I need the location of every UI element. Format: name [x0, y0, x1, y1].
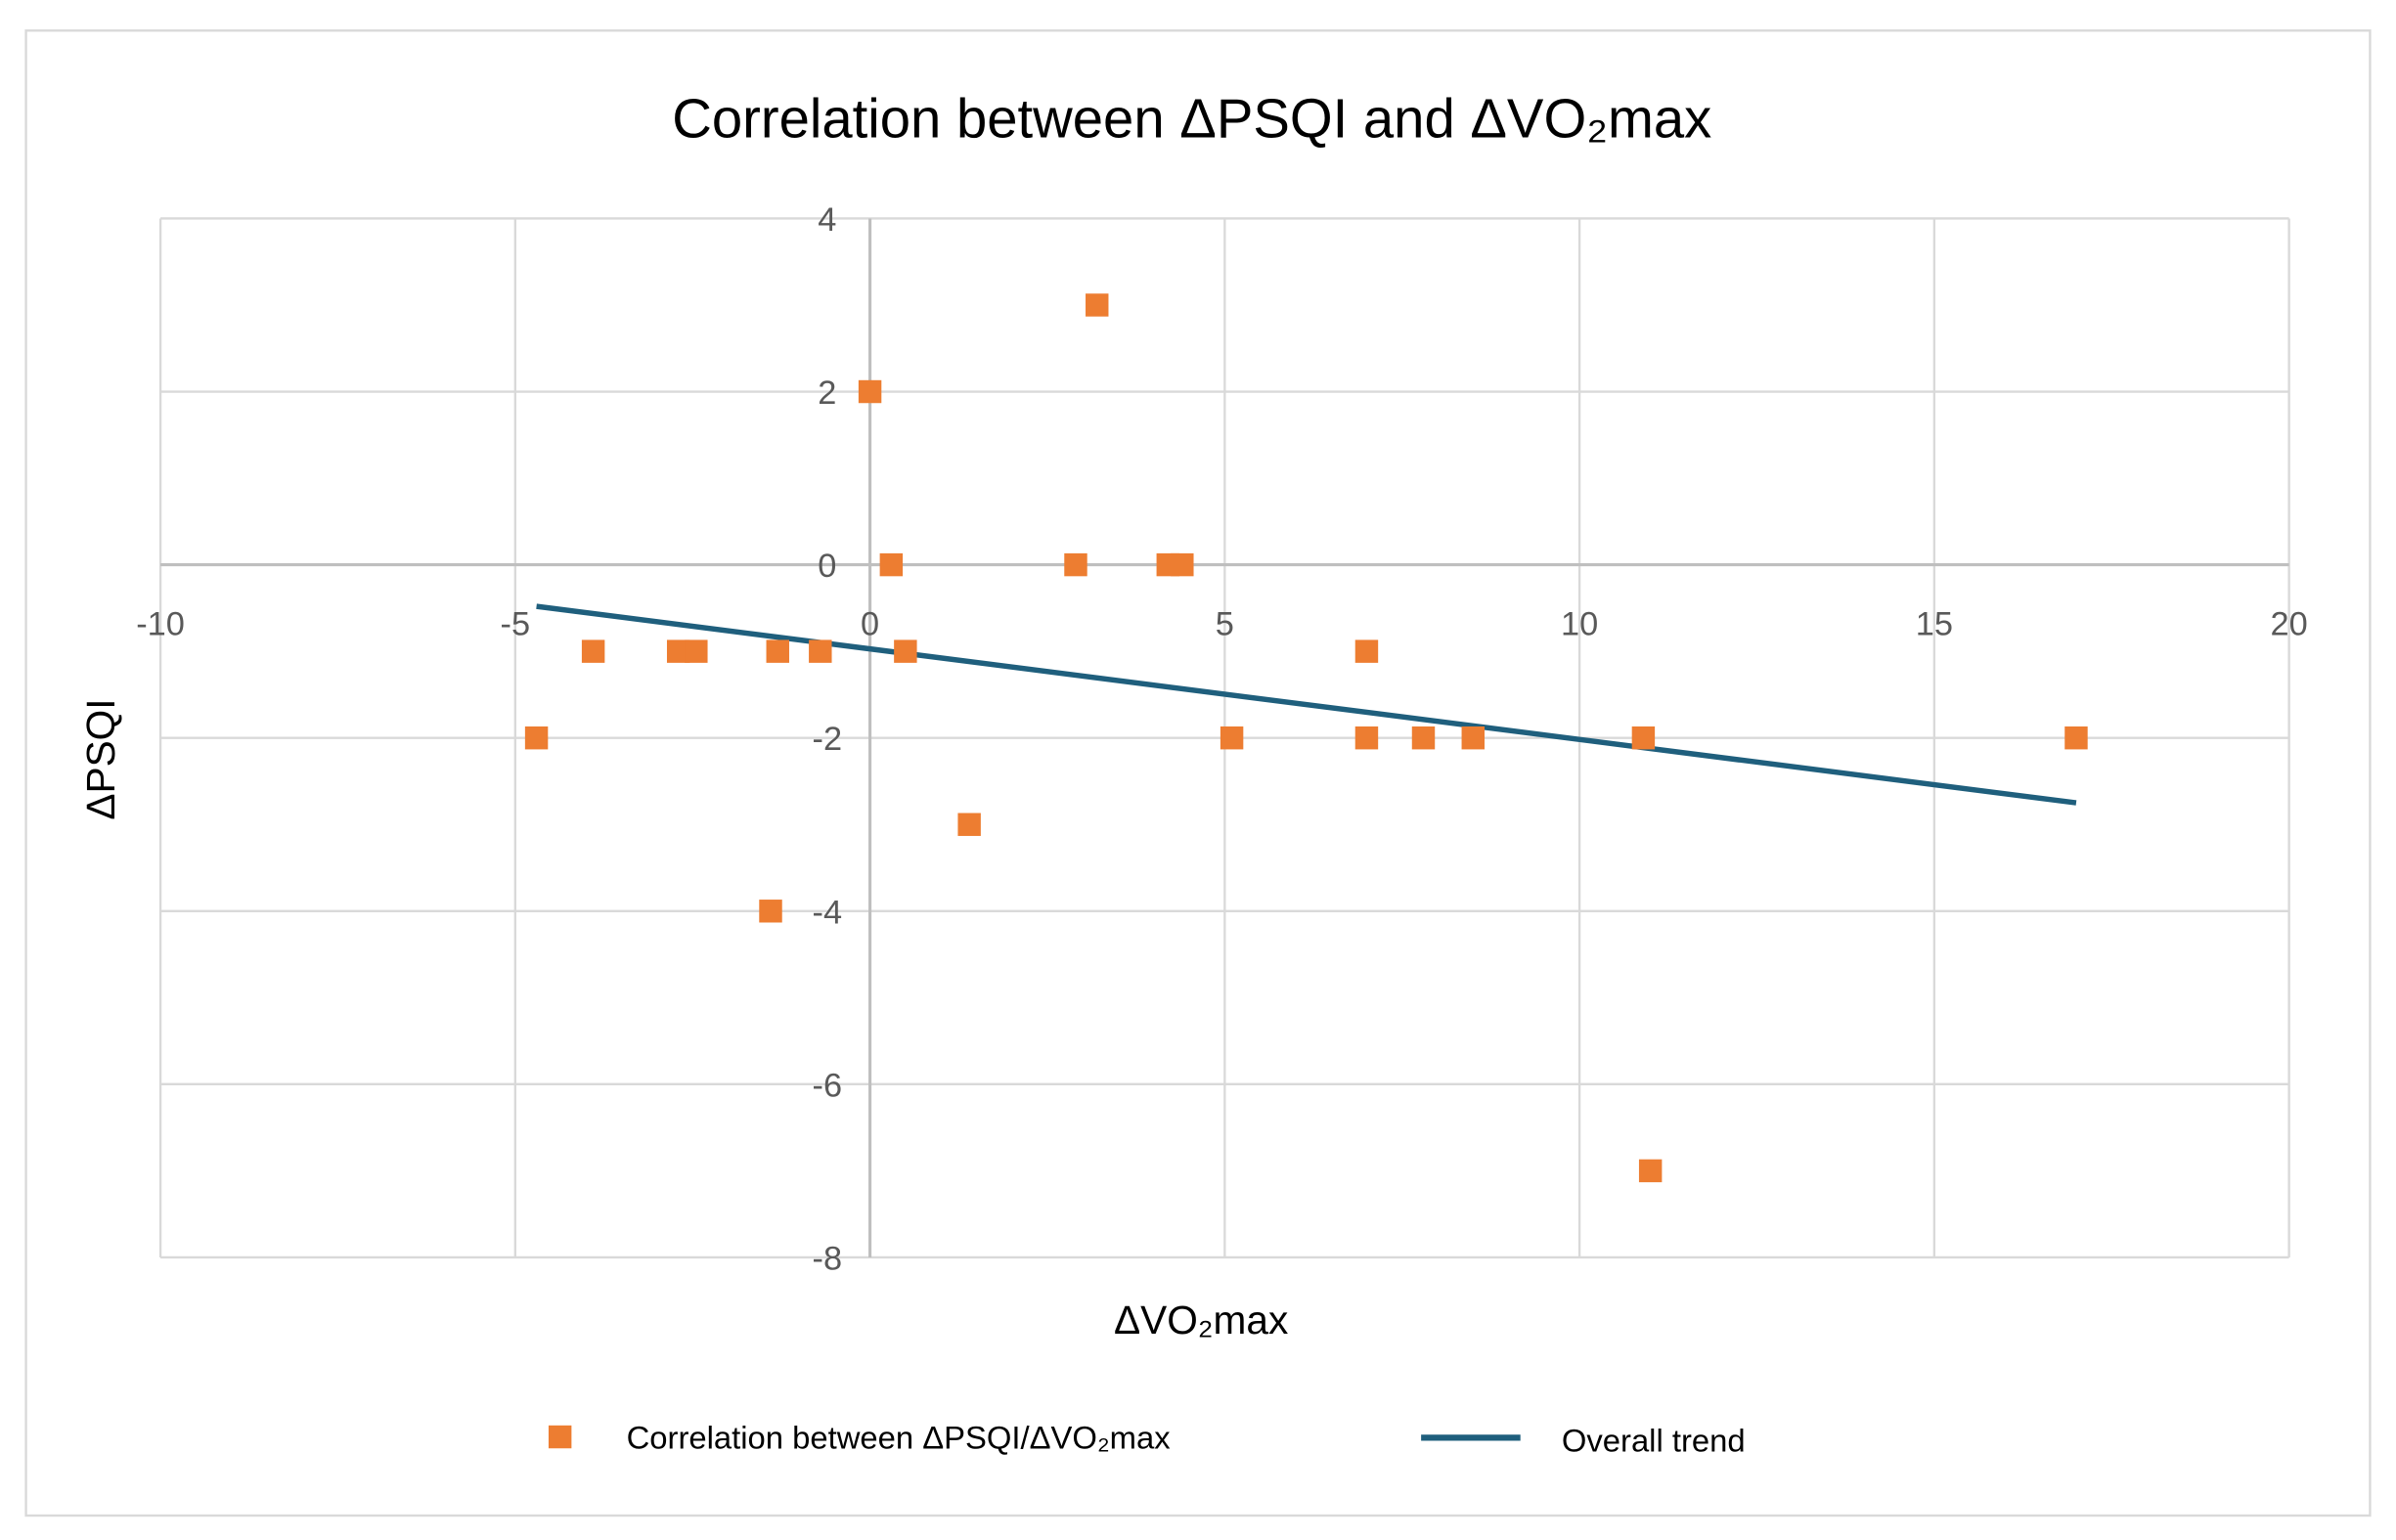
legend: Correlation between ΔPSQI/ΔVO₂max Overal… — [548, 1419, 1746, 1458]
y-tick-label: 4 — [818, 201, 836, 239]
data-point — [894, 639, 917, 663]
data-point — [809, 639, 832, 663]
data-point — [524, 726, 549, 750]
data-point — [1411, 726, 1436, 750]
data-point — [1354, 726, 1379, 750]
y-axis-label: ΔPSQI — [78, 698, 123, 819]
x-tick-label: -5 — [501, 605, 531, 642]
x-tick-label: -10 — [136, 605, 185, 642]
y-tick-label: 0 — [818, 548, 836, 585]
data-point — [666, 639, 690, 663]
data-point — [1631, 726, 1656, 750]
data-point — [1064, 552, 1087, 577]
chart-border — [24, 29, 2372, 1518]
trend-line — [536, 603, 2077, 806]
data-point — [879, 552, 904, 577]
x-axis-label: ΔVO₂max — [1114, 1298, 1288, 1342]
chart-title: Correlation between ΔPSQI and ΔVO₂max — [672, 88, 1711, 150]
data-point — [2064, 726, 2088, 750]
y-tick-label: 2 — [818, 374, 836, 412]
data-point — [858, 379, 882, 404]
x-tick-label: 10 — [1561, 605, 1598, 642]
data-point — [766, 639, 789, 663]
data-marks — [524, 293, 2088, 1183]
data-point — [1461, 726, 1485, 750]
y-tick-label: -8 — [813, 1240, 843, 1277]
data-point — [957, 813, 981, 836]
y-tick-label: -4 — [813, 894, 843, 931]
legend-label-scatter: Correlation between ΔPSQI/ΔVO₂max — [627, 1419, 1172, 1455]
y-tick-label: -2 — [813, 721, 843, 758]
legend-marker-scatter — [548, 1425, 572, 1449]
data-point — [759, 900, 782, 923]
x-tick-label: 15 — [1916, 605, 1953, 642]
data-point — [685, 639, 708, 663]
data-point — [1086, 293, 1109, 317]
y-tick-label: -6 — [813, 1067, 843, 1104]
data-point — [1638, 1159, 1663, 1183]
x-tick-label: 0 — [861, 605, 879, 642]
data-point — [1220, 726, 1244, 750]
data-point — [1354, 639, 1379, 663]
x-tick-label: 5 — [1216, 605, 1234, 642]
x-tick-label: 20 — [2271, 605, 2308, 642]
data-point — [581, 639, 605, 663]
tick-labels: -10 -5 0 5 10 15 20 -8 -6 -4 -2 0 2 4 — [136, 201, 2308, 1278]
data-point — [1171, 552, 1194, 577]
legend-label-trend: Overall trend — [1562, 1422, 1746, 1458]
